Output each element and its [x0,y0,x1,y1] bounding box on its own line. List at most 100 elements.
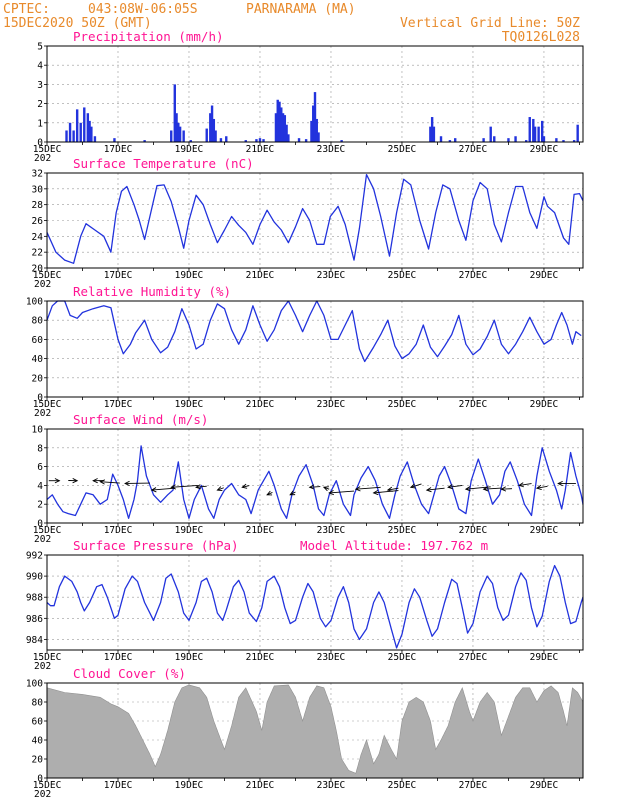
precip-bar [430,117,434,142]
wind-arrow [309,486,321,488]
wind-arrow-head [92,478,98,484]
header-code: TQ0126L028 [502,30,580,45]
precip-bar [182,130,185,142]
wind-arrow-head [535,484,542,491]
y-tick-label: 986 [26,614,43,625]
wind-arrow-head [216,486,223,492]
wind-arrow-head [328,490,335,496]
precip-bar [439,136,443,142]
wind-arrow-head [386,486,393,492]
y-tick-label: 4 [37,61,43,72]
precip-bar [572,140,576,142]
x-tick-label: 27DEC [459,144,488,155]
x-tick-label: 21DEC [246,525,275,536]
precip-bar [313,92,317,142]
x-tick-label: 25DEC [388,144,417,155]
x-tick-label: 17DEC [104,144,133,155]
precip-bar [280,107,283,142]
year-label: 202 [34,279,51,290]
precip-bar [283,115,287,142]
precip-bar [312,105,315,142]
wind-arrow-head [99,479,106,485]
y-tick-label: 20 [32,373,44,384]
x-tick-label: 23DEC [317,652,346,663]
wind-arrow [410,483,422,488]
x-tick-label: 19DEC [175,525,204,536]
x-tick-label: 19DEC [175,652,204,663]
y-tick-label: 26 [32,216,44,227]
x-axis-temperature: 15DEC202 17DEC 19DEC 21DEC 23DEC 25DEC 27DEC 29… [33,268,580,290]
model-altitude-label: Model Altitude: 197.762 m [300,538,488,553]
x-tick-label: 17DEC [104,652,133,663]
precip-bar [562,140,565,142]
y-axis-temperature: 20 22 24 26 28 30 32 [32,169,47,275]
wind-arrow [426,487,445,491]
panel-cloud-cover: Cloud Cover (%) 0 20 40 60 80 100 15DEC202 17D… [26,666,584,800]
precip-bar [212,118,216,142]
x-axis-cloud-cover: 15DEC202 17DEC 19DEC 21DEC 23DEC 25DEC 27DEC 29… [33,778,580,800]
frame-temperature [46,172,584,269]
y-tick-label: 984 [26,635,43,646]
y-tick-label: 60 [32,335,44,346]
precip-bar [90,126,93,142]
wind-arrow-head [241,483,248,489]
y-tick-label: 0 [37,519,43,530]
x-tick-label: 15DEC [33,144,62,155]
precip-bar [448,140,452,142]
y-tick-label: 0 [37,138,43,149]
x-axis-pressure: 15DEC202 17DEC 19DEC 21DEC 23DEC 25DEC 27DEC 29… [33,650,580,672]
precip-bar [281,113,285,142]
y-tick-label: 0 [37,393,43,404]
wind-arrow [171,484,198,488]
x-tick-label: 29DEC [530,652,559,663]
panel-title-precipitation: Precipitation (mm/h) [73,29,224,44]
wind-arrow [329,490,355,494]
precip-bar [528,117,531,142]
panel-temperature: Surface Temperature (nC) 20222426283032 … [32,156,584,290]
frame-pressure [46,554,584,651]
x-tick-label: 19DEC [175,399,204,410]
precip-bar [225,136,228,142]
x-tick-label: 25DEC [388,399,417,410]
panel-title-temperature: Surface Temperature (nC) [73,156,254,171]
precip-bar [75,109,79,142]
wind-arrow [387,487,399,491]
x-tick-label: 25DEC [388,525,417,536]
wind-arrow-head [500,486,507,492]
y-tick-label: 2 [37,99,43,110]
precip-bar [68,122,72,142]
y-tick-label: 2 [37,500,43,511]
precip-bar [507,138,510,142]
precip-bar [315,118,318,142]
precip-bar [542,136,546,142]
x-tick-label: 17DEC [104,270,133,281]
panel-wind: Surface Wind (m/s) 0 2 4 6 8 10 15DEC202 17DEC… [32,412,584,545]
plot-temperature [46,173,584,264]
x-tick-label: 27DEC [459,270,488,281]
precip-bar [72,130,75,142]
precip-bar [533,126,537,142]
x-tick-label: 21DEC [246,652,275,663]
wind-arrow-head [170,484,177,490]
wind-arrow-head [195,484,201,490]
precip-bar [219,138,223,142]
precip-bar [258,138,262,142]
y-tick-label: 80 [32,316,44,327]
y-tick-label: 40 [32,736,44,747]
precip-bar [173,84,176,142]
x-tick-label: 15DEC [33,652,62,663]
x-axis-humidity: 15DEC202 17DEC 19DEC 21DEC 23DEC 25DEC 27DEC 29… [33,397,580,419]
x-tick-label: 19DEC [175,270,204,281]
wind-arrow-head [447,484,454,490]
wind-arrow-head [372,489,379,496]
y-tick-label: 988 [26,593,43,604]
y-tick-label: 60 [32,717,44,728]
frame-cloud-cover [46,682,584,779]
wind-arrow-head [308,484,315,490]
precip-bar [317,132,320,142]
y-tick-label: 4 [37,481,43,492]
wind-arrow-head [425,487,432,493]
panel-title-cloud-cover: Cloud Cover (%) [73,666,186,681]
y-tick-label: 992 [26,551,43,562]
